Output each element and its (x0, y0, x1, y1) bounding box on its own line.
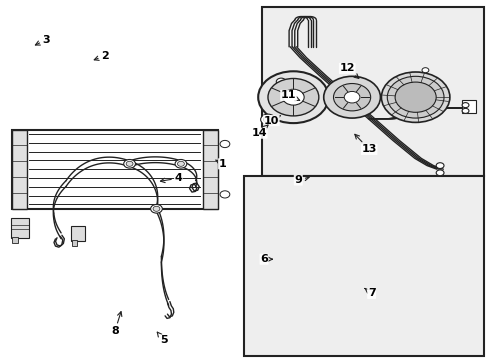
Circle shape (421, 68, 428, 73)
Text: 3: 3 (35, 35, 50, 45)
Circle shape (260, 114, 275, 125)
Circle shape (276, 78, 285, 85)
Circle shape (267, 78, 318, 116)
Text: 1: 1 (215, 159, 226, 169)
Circle shape (220, 140, 229, 148)
Circle shape (220, 191, 229, 198)
Text: 7: 7 (364, 288, 375, 298)
Text: 8: 8 (111, 312, 122, 336)
Bar (461, 100, 475, 113)
Circle shape (461, 103, 468, 108)
Text: 5: 5 (157, 332, 167, 345)
Circle shape (153, 206, 160, 211)
Circle shape (276, 91, 285, 98)
Circle shape (394, 82, 435, 112)
Circle shape (323, 76, 380, 118)
Circle shape (263, 116, 272, 123)
Circle shape (461, 108, 468, 113)
Bar (203, 130, 217, 209)
Circle shape (175, 159, 186, 168)
Circle shape (435, 170, 443, 176)
Bar (72, 240, 77, 246)
Circle shape (282, 89, 304, 105)
Circle shape (344, 91, 359, 103)
Circle shape (126, 161, 133, 166)
Circle shape (258, 71, 328, 123)
Text: 14: 14 (251, 125, 267, 138)
Text: 4: 4 (160, 173, 182, 183)
Bar (11, 218, 29, 238)
Bar (12, 237, 18, 243)
Text: 10: 10 (263, 116, 280, 126)
Text: 13: 13 (354, 134, 376, 154)
Text: 2: 2 (94, 51, 109, 61)
Circle shape (177, 161, 184, 166)
Bar (244, 176, 483, 356)
Bar (12, 130, 217, 209)
Bar (12, 130, 27, 209)
Text: 6: 6 (260, 254, 272, 264)
Circle shape (123, 159, 135, 168)
Circle shape (386, 76, 443, 118)
Circle shape (435, 163, 443, 168)
Circle shape (381, 72, 449, 122)
Text: 9: 9 (294, 175, 308, 185)
Text: 12: 12 (339, 63, 358, 78)
Bar (261, 7, 483, 176)
Text: 11: 11 (280, 90, 299, 100)
Bar (71, 226, 84, 241)
Circle shape (333, 84, 370, 111)
Circle shape (150, 204, 162, 213)
